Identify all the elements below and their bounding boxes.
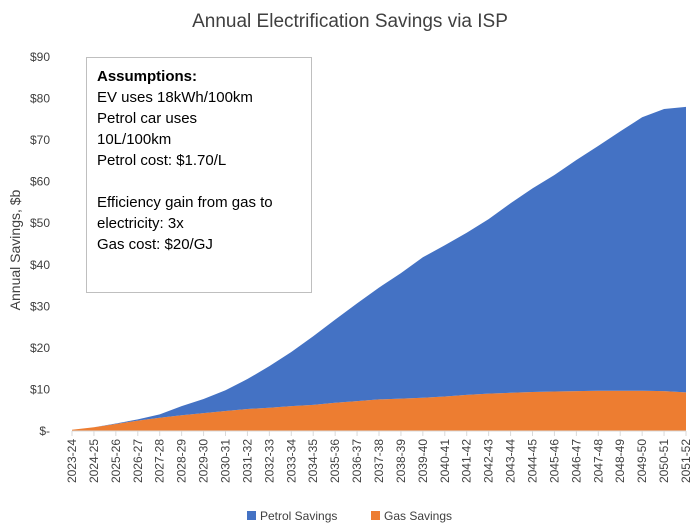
assumption-line: Petrol cost: $1.70/L	[97, 152, 227, 169]
x-tick-label: 2051-52	[679, 439, 693, 483]
assumption-line: 10L/100km	[97, 131, 172, 148]
x-tick-label: 2041-42	[460, 439, 474, 483]
y-tick-label: $90	[30, 50, 50, 64]
y-tick-label: $30	[30, 299, 50, 313]
legend-swatch	[247, 511, 256, 520]
x-tick-label: 2045-46	[547, 439, 561, 483]
x-tick-label: 2023-24	[65, 439, 79, 483]
plot-area	[72, 106, 686, 431]
legend-swatch	[371, 511, 380, 520]
assumptions-heading: Assumptions:	[97, 68, 198, 85]
area-petrol-savings	[72, 106, 686, 430]
assumption-line: EV uses 18kWh/100km	[97, 89, 253, 106]
x-tick-label: 2044-45	[526, 439, 540, 483]
x-tick-label: 2032-33	[262, 439, 276, 483]
y-tick-label: $80	[30, 92, 50, 106]
assumption-line: Gas cost: $20/GJ	[97, 236, 213, 253]
y-tick-label: $60	[30, 175, 50, 189]
x-tick-label: 2028-29	[175, 439, 189, 483]
x-tick-label: 2049-50	[635, 439, 649, 483]
y-tick-label: $70	[30, 133, 50, 147]
legend-label: Gas Savings	[384, 509, 452, 523]
x-tick-label: 2024-25	[87, 439, 101, 483]
y-tick-label: $40	[30, 258, 50, 272]
assumption-line: Efficiency gain from gas to	[97, 194, 273, 211]
assumption-line: Petrol car uses	[97, 110, 198, 127]
x-tick-label: 2025-26	[109, 439, 123, 483]
x-tick-label: 2040-41	[438, 439, 452, 483]
x-tick-label: 2046-47	[569, 439, 583, 483]
assumption-line: electricity: 3x	[97, 215, 184, 232]
y-axis-label: Annual Savings, $b	[7, 189, 23, 310]
assumptions-box: Assumptions: EV uses 18kWh/100km Petrol …	[86, 57, 312, 293]
y-tick-label: $10	[30, 382, 50, 396]
x-tick-label: 2039-40	[416, 439, 430, 483]
x-tick-label: 2026-27	[131, 439, 145, 483]
x-tick-label: 2027-28	[153, 439, 167, 483]
legend-label: Petrol Savings	[260, 509, 337, 523]
chart-title: Annual Electrification Savings via ISP	[192, 11, 508, 32]
x-tick-label: 2050-51	[657, 439, 671, 483]
x-tick-label: 2029-30	[197, 439, 211, 483]
x-tick-label: 2034-35	[306, 439, 320, 483]
x-axis-ticks: 2023-24 2024-25 2025-26 2026-27 2027-28 2028-…	[65, 431, 693, 483]
y-tick-label: $-	[39, 424, 50, 438]
y-tick-label: $20	[30, 341, 50, 355]
x-tick-label: 2031-32	[240, 439, 254, 483]
x-tick-label: 2047-48	[591, 439, 605, 483]
x-tick-label: 2033-34	[284, 439, 298, 483]
y-axis-ticks: $- $10 $20 $30 $40 $50 $60 $70 $80 $90	[30, 50, 50, 438]
x-tick-label: 2036-37	[350, 439, 364, 483]
y-tick-label: $50	[30, 216, 50, 230]
legend: Petrol Savings Gas Savings	[247, 509, 452, 523]
x-tick-label: 2043-44	[504, 439, 518, 483]
x-tick-label: 2035-36	[328, 439, 342, 483]
x-tick-label: 2042-43	[482, 439, 496, 483]
x-tick-label: 2038-39	[394, 439, 408, 483]
x-tick-label: 2048-49	[613, 439, 627, 483]
x-tick-label: 2030-31	[219, 439, 233, 483]
x-tick-label: 2037-38	[372, 439, 386, 483]
area-gas-savings	[72, 390, 686, 431]
